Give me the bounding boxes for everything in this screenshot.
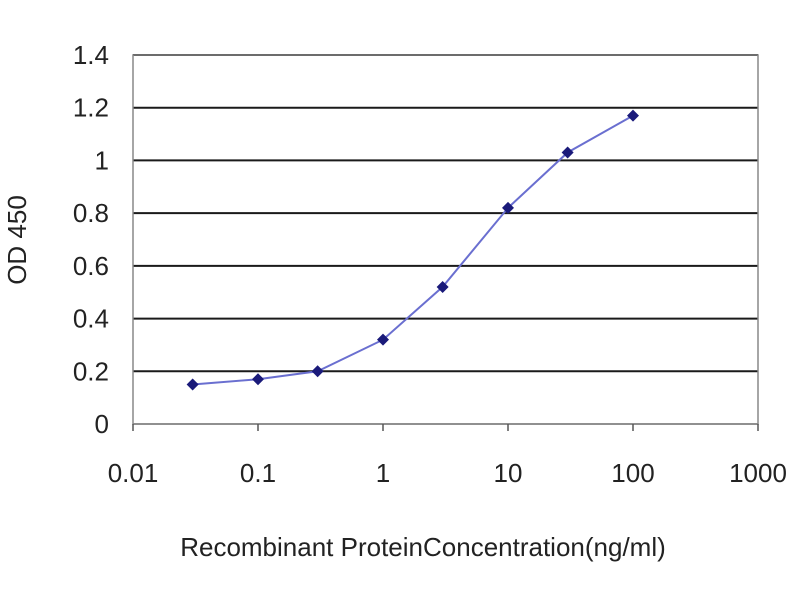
y-tick-label: 0.8 bbox=[73, 198, 109, 228]
x-tick-label: 10 bbox=[494, 458, 523, 488]
data-point bbox=[561, 146, 574, 159]
data-point bbox=[252, 373, 264, 386]
x-tick-label: 1 bbox=[376, 458, 390, 488]
series-line bbox=[192, 114, 634, 386]
data-point bbox=[436, 280, 449, 293]
x-tick-label: 1000 bbox=[729, 458, 787, 488]
y-tick-label: 1 bbox=[95, 145, 109, 175]
x-tick-label: 0.1 bbox=[240, 458, 276, 488]
y-tick-label: 1.4 bbox=[73, 40, 109, 70]
series bbox=[186, 109, 639, 391]
data-point bbox=[502, 201, 514, 214]
plot-area bbox=[132, 54, 759, 425]
y-axis-title: OD 450 bbox=[2, 195, 32, 285]
y-tick-label: 0.6 bbox=[73, 251, 109, 281]
y-axis-ticks: 0 0.2 0.4 0.6 0.8 1 1.2 1.4 bbox=[73, 40, 109, 439]
y-tick-label: 1.2 bbox=[73, 93, 109, 123]
y-tick-label: 0 bbox=[95, 409, 109, 439]
y-tick-label: 0.4 bbox=[73, 304, 109, 334]
grid bbox=[133, 54, 758, 425]
y-tick-label: 0.2 bbox=[73, 356, 109, 386]
x-tick-label: 0.01 bbox=[108, 458, 159, 488]
data-point bbox=[377, 333, 389, 346]
x-tick-label: 100 bbox=[611, 458, 654, 488]
data-point bbox=[311, 365, 324, 378]
data-point bbox=[186, 378, 199, 391]
data-point bbox=[627, 109, 639, 122]
x-axis-ticks: 0.01 0.1 1 10 100 1000 bbox=[108, 424, 787, 488]
x-axis-title: Recombinant ProteinConcentration(ng/ml) bbox=[180, 532, 666, 562]
